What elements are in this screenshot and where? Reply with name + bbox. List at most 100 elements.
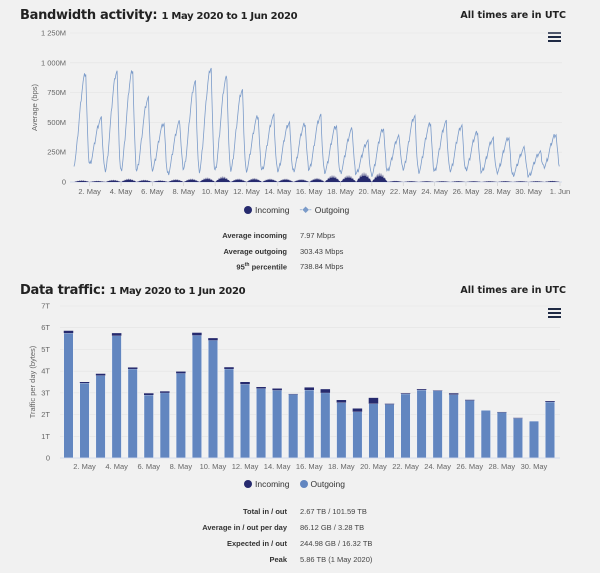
outgoing-dot-icon bbox=[299, 480, 308, 488]
x-tick-label: 24. May bbox=[421, 187, 448, 196]
bar-incoming bbox=[208, 338, 218, 341]
y-tick-label: 1 000M bbox=[41, 58, 66, 67]
bar-outgoing bbox=[448, 394, 459, 459]
stat-value: 2.67 TB / 101.59 TB bbox=[300, 507, 367, 516]
bar-outgoing bbox=[432, 390, 443, 459]
bar-incoming bbox=[368, 397, 379, 404]
y-tick-label: 7T bbox=[41, 302, 50, 311]
bar-outgoing bbox=[175, 373, 186, 459]
stat-label: 95th percentile bbox=[236, 262, 287, 272]
bar-outgoing bbox=[496, 412, 507, 459]
x-tick-label: 8. May bbox=[170, 462, 193, 471]
legend-incoming-label: Incoming bbox=[255, 479, 290, 489]
bar-outgoing bbox=[95, 375, 106, 459]
legend-outgoing-label: Outgoing bbox=[310, 479, 346, 489]
x-tick-label: 14. May bbox=[264, 462, 291, 471]
bar-incoming bbox=[400, 393, 411, 394]
traffic-title: Data traffic: 1 May 2020 to 1 Jun 2020 bbox=[20, 283, 246, 298]
bar-outgoing bbox=[79, 382, 90, 459]
bar-outgoing bbox=[191, 335, 202, 459]
x-tick-label: 16. May bbox=[296, 187, 323, 196]
bar-outgoing bbox=[545, 401, 555, 459]
bar-outgoing bbox=[336, 402, 347, 459]
bandwidth-utc-note: All times are in UTC bbox=[460, 10, 566, 21]
bar-outgoing bbox=[143, 394, 154, 459]
bar-incoming bbox=[160, 391, 170, 393]
bandwidth-legend: Incoming -◆- Outgoing bbox=[244, 204, 349, 215]
traffic-menu-hamburger-icon[interactable] bbox=[548, 308, 561, 318]
bar-outgoing bbox=[207, 340, 218, 459]
bar-incoming bbox=[256, 386, 266, 389]
y-tick-label: 6T bbox=[41, 323, 50, 332]
y-axis-label: Average (bps) bbox=[30, 84, 39, 131]
y-tick-label: 500M bbox=[47, 118, 66, 127]
bar-incoming bbox=[192, 332, 202, 336]
traffic-date-range: 1 May 2020 to 1 Jun 2020 bbox=[109, 286, 246, 297]
y-tick-label: 1 250M bbox=[41, 29, 66, 38]
legend-incoming[interactable]: Incoming bbox=[244, 205, 290, 215]
x-tick-label: 8. May bbox=[172, 187, 195, 196]
x-tick-label: 10. May bbox=[202, 187, 229, 196]
stat-value: 86.12 GB / 3.28 TB bbox=[300, 523, 365, 532]
x-tick-label: 2. May bbox=[73, 462, 96, 471]
bar-incoming bbox=[352, 408, 363, 412]
y-axis-label: Traffic per day (bytes) bbox=[28, 345, 37, 418]
bar-incoming bbox=[95, 373, 106, 376]
x-tick-label: 22. May bbox=[390, 187, 417, 196]
stat-label: Total in / out bbox=[242, 507, 287, 516]
bar-outgoing bbox=[63, 332, 74, 459]
x-tick-label: 28. May bbox=[484, 187, 511, 196]
bar-incoming bbox=[545, 401, 555, 402]
bar-incoming bbox=[79, 382, 90, 384]
y-tick-label: 1T bbox=[41, 432, 50, 441]
traffic-title-text: Data traffic: bbox=[20, 283, 106, 298]
bar-incoming bbox=[320, 389, 331, 393]
y-tick-label: 250M bbox=[47, 148, 66, 157]
legend-outgoing[interactable]: -◆- Outgoing bbox=[300, 204, 350, 215]
legend-incoming[interactable]: Incoming bbox=[244, 479, 290, 489]
bar-outgoing bbox=[288, 394, 299, 459]
stat-label: Expected in / out bbox=[226, 539, 287, 548]
bar-outgoing bbox=[224, 368, 234, 459]
bar-outgoing bbox=[320, 392, 331, 459]
stat-value: 7.97 Mbps bbox=[300, 231, 336, 240]
bar-outgoing bbox=[304, 389, 315, 459]
x-tick-label: 18. May bbox=[327, 187, 354, 196]
x-tick-label: 12. May bbox=[233, 187, 260, 196]
bandwidth-date-range: 1 May 2020 to 1 Jun 2020 bbox=[161, 11, 298, 22]
x-tick-label: 18. May bbox=[328, 462, 355, 471]
y-tick-label: 4T bbox=[41, 367, 50, 376]
bar-outgoing bbox=[416, 389, 427, 459]
bar-outgoing bbox=[127, 368, 138, 459]
legend-outgoing-label: Outgoing bbox=[314, 204, 350, 215]
bar-incoming bbox=[240, 382, 250, 385]
bar-outgoing bbox=[368, 403, 379, 459]
stat-label: Average incoming bbox=[222, 231, 287, 240]
x-tick-label: 22. May bbox=[392, 462, 419, 471]
bar-incoming bbox=[144, 393, 154, 396]
stat-value: 244.98 GB / 16.32 TB bbox=[300, 539, 373, 548]
y-tick-label: 2T bbox=[41, 410, 50, 419]
x-tick-label: 24. May bbox=[424, 462, 451, 471]
bar-incoming bbox=[176, 371, 186, 374]
x-tick-label: 30. May bbox=[515, 187, 542, 196]
x-tick-label: 4. May bbox=[110, 187, 133, 196]
traffic-utc-note: All times are in UTC bbox=[460, 285, 566, 296]
bar-outgoing bbox=[111, 335, 122, 459]
bar-incoming bbox=[448, 393, 459, 395]
x-tick-label: 26. May bbox=[456, 462, 483, 471]
bar-outgoing bbox=[256, 388, 267, 459]
incoming-dot-icon bbox=[244, 480, 252, 488]
stat-label: Average in / out per day bbox=[202, 523, 287, 532]
bar-outgoing bbox=[512, 418, 523, 459]
bar-outgoing bbox=[159, 392, 170, 459]
outgoing-line-icon: -◆- bbox=[299, 204, 312, 214]
y-tick-label: 0 bbox=[46, 454, 50, 463]
bar-outgoing bbox=[480, 410, 491, 459]
bar-outgoing bbox=[352, 411, 363, 459]
bar-incoming bbox=[384, 403, 395, 405]
legend-outgoing[interactable]: Outgoing bbox=[299, 479, 346, 489]
x-tick-label: 30. May bbox=[521, 462, 548, 471]
x-tick-label: 14. May bbox=[264, 187, 291, 196]
stat-label: Peak bbox=[269, 555, 287, 564]
